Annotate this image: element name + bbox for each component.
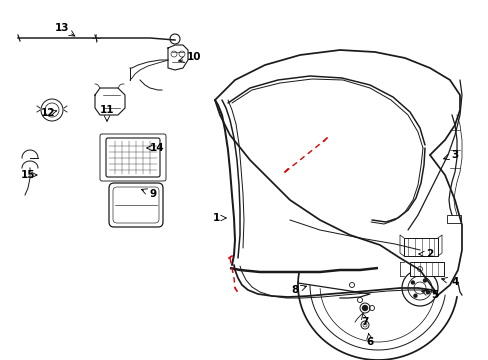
- Text: 3: 3: [450, 150, 458, 160]
- Circle shape: [426, 291, 428, 294]
- FancyBboxPatch shape: [446, 215, 460, 223]
- Text: 9: 9: [149, 189, 156, 199]
- Circle shape: [362, 306, 367, 310]
- Circle shape: [410, 281, 413, 284]
- FancyBboxPatch shape: [403, 238, 437, 256]
- FancyBboxPatch shape: [106, 138, 160, 177]
- Text: 2: 2: [426, 249, 433, 259]
- Text: 13: 13: [55, 23, 69, 33]
- Text: 10: 10: [186, 52, 201, 62]
- Text: 4: 4: [450, 277, 458, 287]
- Text: 11: 11: [100, 105, 114, 115]
- Circle shape: [413, 294, 416, 297]
- Text: 15: 15: [20, 170, 35, 180]
- Text: 14: 14: [149, 143, 164, 153]
- Text: 12: 12: [41, 108, 55, 118]
- FancyBboxPatch shape: [109, 183, 163, 227]
- Text: 5: 5: [430, 290, 438, 300]
- Text: 8: 8: [291, 285, 298, 295]
- Text: 1: 1: [212, 213, 219, 223]
- Text: 7: 7: [361, 317, 368, 327]
- Text: 6: 6: [366, 337, 373, 347]
- FancyBboxPatch shape: [409, 262, 443, 276]
- Circle shape: [423, 279, 426, 282]
